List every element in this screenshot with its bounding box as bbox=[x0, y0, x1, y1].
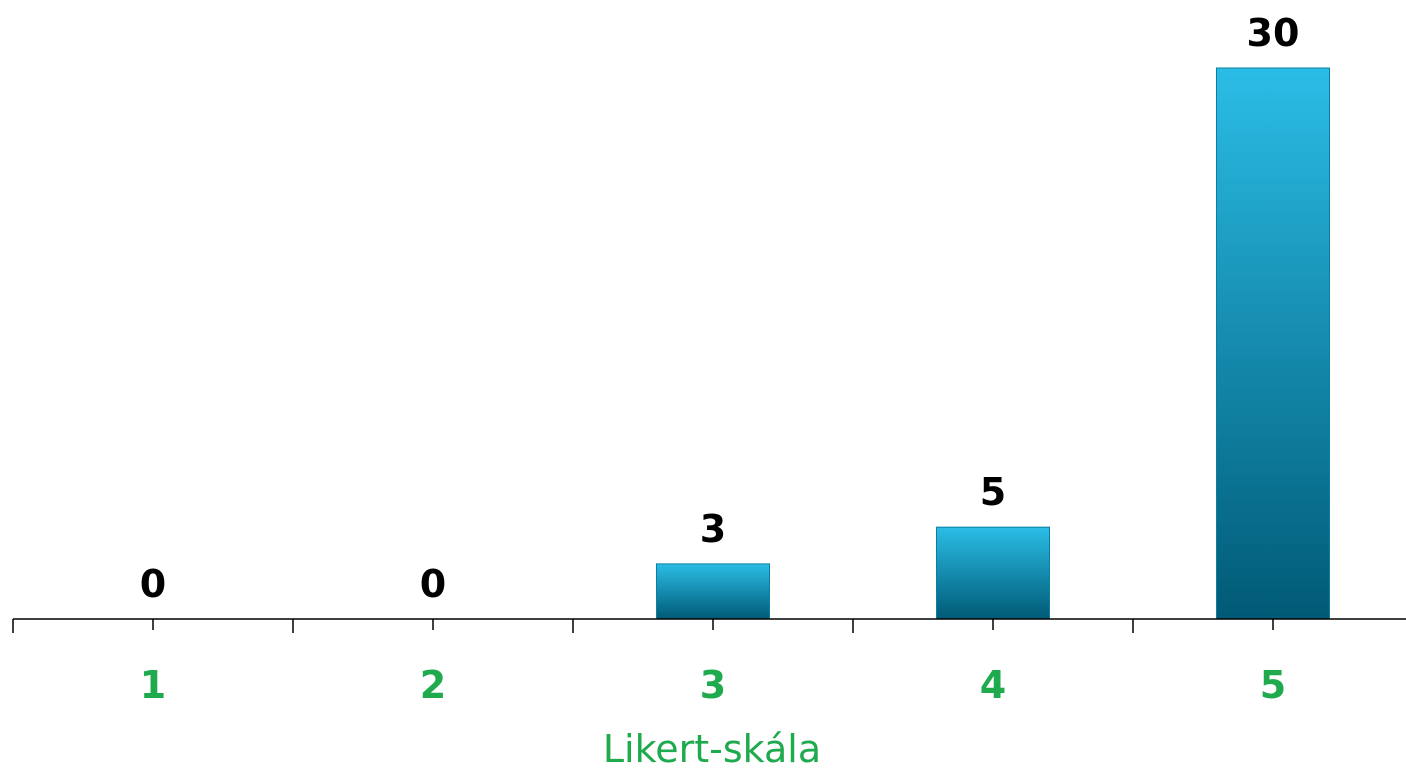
data-label-3: 3 bbox=[700, 507, 726, 551]
x-tick-label-2: 2 bbox=[420, 663, 446, 707]
data-label-4: 5 bbox=[980, 470, 1006, 514]
x-tick-label-3: 3 bbox=[700, 663, 726, 707]
x-axis-title: Likert-skála bbox=[603, 727, 821, 771]
bars-layer bbox=[656, 67, 1330, 620]
bar-5 bbox=[1216, 67, 1330, 620]
x-axis-tick-labels: 1 2 3 4 5 bbox=[140, 663, 1286, 707]
data-label-1: 0 bbox=[140, 562, 166, 606]
data-label-5: 30 bbox=[1247, 11, 1300, 55]
x-tick-label-5: 5 bbox=[1260, 663, 1286, 707]
bar-4 bbox=[936, 526, 1050, 620]
x-axis-ticks bbox=[12, 619, 1274, 633]
data-labels-layer: 0 0 3 5 30 bbox=[140, 11, 1300, 606]
data-label-2: 0 bbox=[420, 562, 446, 606]
bar-3 bbox=[656, 563, 770, 620]
x-tick-label-4: 4 bbox=[980, 663, 1006, 707]
x-tick-label-1: 1 bbox=[140, 663, 166, 707]
